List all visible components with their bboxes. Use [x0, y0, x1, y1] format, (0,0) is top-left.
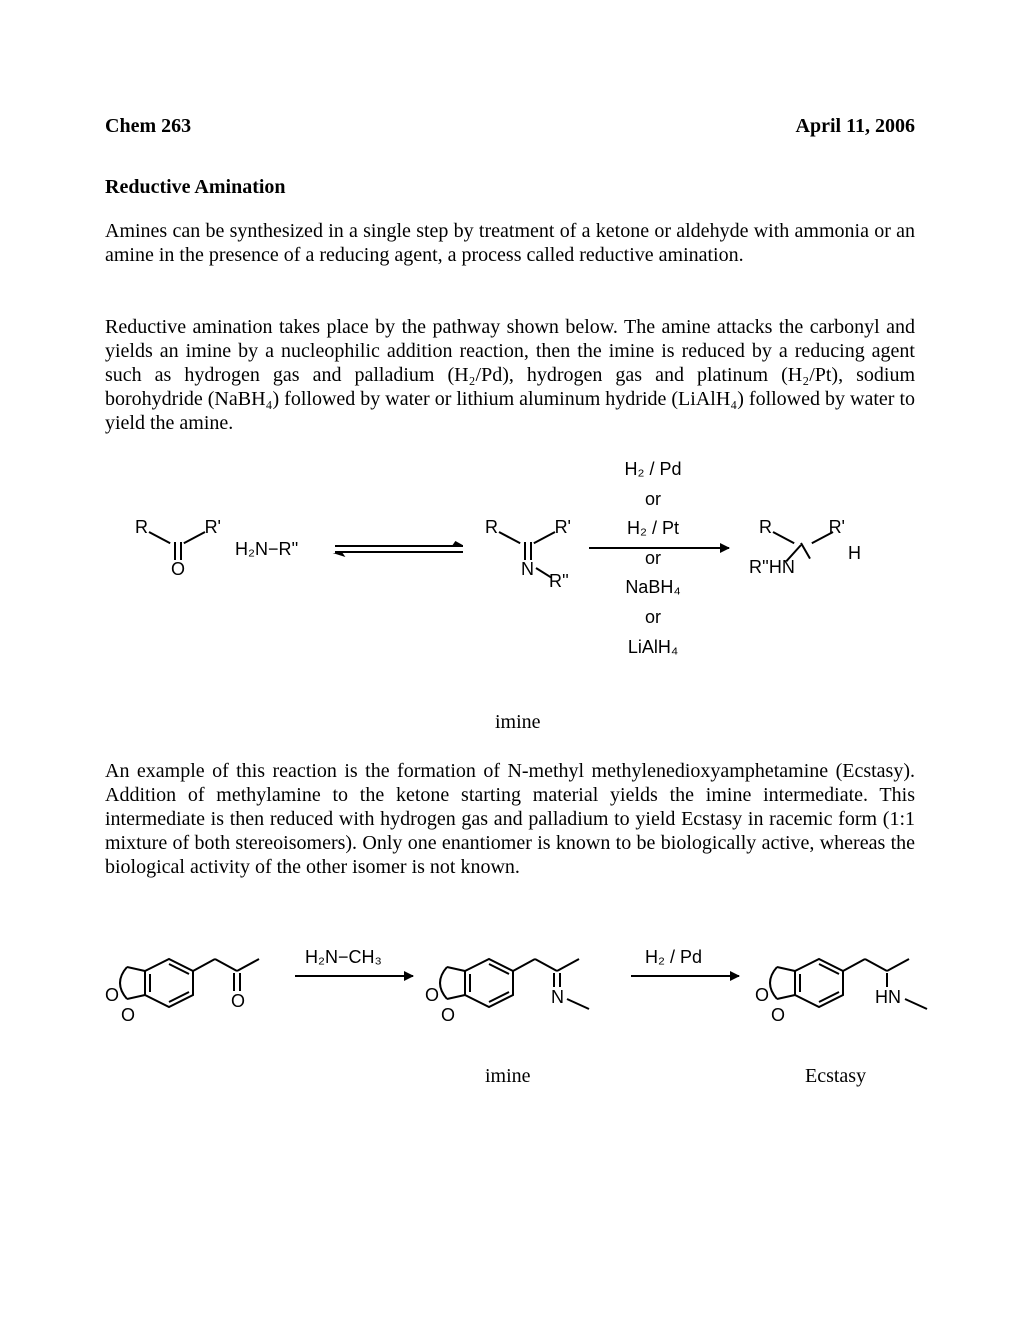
methylamine-reagent: H₂N−CH₃	[305, 947, 382, 968]
reagent-line: LiAlH₄	[593, 637, 713, 659]
svg-text:O: O	[441, 1005, 455, 1025]
amine-product-structure: R R' H R''HN	[769, 531, 841, 593]
svg-text:O: O	[771, 1005, 785, 1025]
paragraph-2: Reductive amination takes place by the p…	[105, 315, 915, 435]
r-prime-group: R'	[829, 517, 845, 538]
mdma-imine-structure: O O N	[415, 943, 615, 1033]
nitrogen-label: N	[551, 987, 564, 1007]
reaction-scheme-2: O O O H₂N−CH₃	[105, 925, 915, 1135]
forward-arrow-icon	[589, 547, 729, 549]
hydrogen-atom: H	[848, 543, 861, 564]
reagent-line: or	[593, 607, 713, 629]
r-group: R	[135, 517, 148, 538]
mdma-ketone-structure: O O O	[95, 943, 285, 1033]
r-group: R	[485, 517, 498, 538]
section-title: Reductive Amination	[105, 176, 915, 199]
oxygen-label: O	[105, 985, 119, 1005]
svg-text:O: O	[425, 985, 439, 1005]
oxygen-label: O	[231, 991, 245, 1011]
reducing-agents-list: H₂ / Pd or H₂ / Pt or NaBH₄ or LiAlH₄	[593, 459, 713, 658]
ketone-structure: R R' O	[145, 531, 209, 587]
svg-text:O: O	[755, 985, 769, 1005]
paragraph-3: An example of this reaction is the forma…	[105, 759, 915, 879]
forward-arrow-icon	[295, 975, 413, 977]
ecstasy-structure: O O HN	[745, 943, 955, 1033]
reagent-line: or	[593, 489, 713, 511]
imine-caption: imine	[495, 711, 541, 734]
r-group: R	[759, 517, 772, 538]
lecture-date: April 11, 2006	[796, 115, 915, 138]
oxygen-atom: O	[171, 559, 185, 580]
oxygen-label: O	[121, 1005, 135, 1025]
amine-reagent: H₂N−R''	[235, 539, 298, 560]
forward-arrow-icon	[631, 975, 739, 977]
imine-structure: R R' N R''	[495, 531, 559, 587]
reagent-line: H₂ / Pt	[593, 518, 713, 540]
ecstasy-caption: Ecstasy	[805, 1065, 866, 1088]
equilibrium-arrow-icon	[335, 545, 463, 553]
r-prime-group: R'	[205, 517, 221, 538]
reaction-scheme-1: R R' O H₂N−R'' R R' N R'' H₂ / Pd or H₂ …	[105, 459, 915, 759]
amino-group: R''HN	[749, 557, 795, 578]
imine-caption: imine	[485, 1065, 531, 1088]
r-prime-group: R'	[555, 517, 571, 538]
course-code: Chem 263	[105, 115, 191, 138]
paragraph-1: Amines can be synthesized in a single st…	[105, 219, 915, 267]
reagent-line: NaBH₄	[593, 577, 713, 599]
reagent-line: H₂ / Pd	[593, 459, 713, 481]
hn-label: HN	[875, 987, 901, 1007]
reagent-line: or	[593, 548, 713, 570]
hydrogenation-reagent: H₂ / Pd	[645, 947, 702, 968]
nitrogen-atom: N	[521, 559, 534, 580]
r-double-prime-group: R''	[549, 571, 569, 592]
